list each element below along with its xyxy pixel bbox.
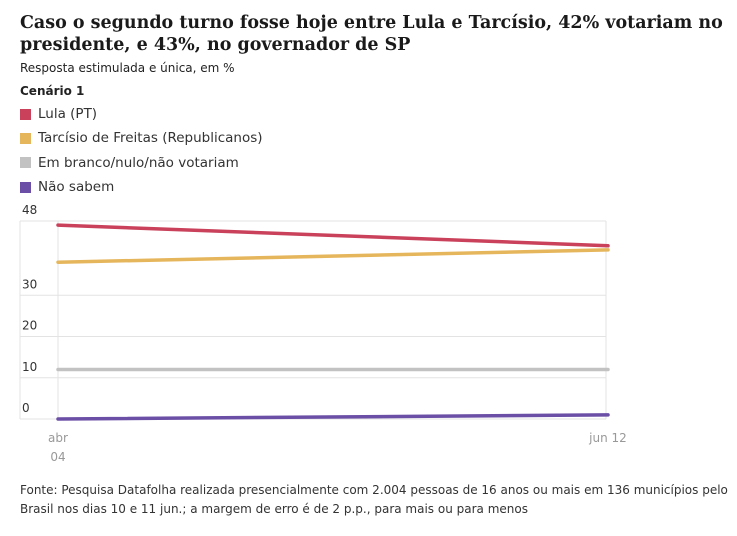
legend-item-branco-nulo: Em branco/nulo/não votariam: [20, 151, 263, 175]
legend-swatch-lula: [20, 108, 31, 120]
y-tick-label-10: 10: [22, 360, 37, 374]
legend: Lula (PT) Tarcísio de Freitas (Republica…: [20, 102, 263, 199]
y-tick-label-48: 48: [22, 203, 37, 217]
y-tick-label-0: 0: [22, 401, 30, 415]
line-chart: 0 10 20 30 48 abr 04 jun 12: [19, 203, 627, 464]
chart-subtitle: Resposta estimulada e única, em %: [20, 61, 235, 75]
legend-swatch-nao-sabem: [20, 181, 31, 193]
chart-title: Caso o segundo turno fosse hoje entre Lu…: [20, 13, 723, 55]
legend-item-lula: Lula (PT): [20, 102, 263, 126]
legend-item-nao-sabem: Não sabem: [20, 175, 263, 199]
legend-label-nao-sabem: Não sabem: [38, 179, 115, 196]
source-note: Fonte: Pesquisa Datafolha realizada pres…: [20, 483, 728, 516]
y-tick-label-30: 30: [22, 277, 37, 291]
legend-item-tarcisio: Tarcísio de Freitas (Republicanos): [20, 126, 263, 150]
legend-label-tarcisio: Tarcísio de Freitas (Republicanos): [38, 130, 263, 147]
series-line-nao-sabem: [56, 413, 610, 421]
legend-label-lula: Lula (PT): [38, 106, 98, 123]
x-tick-label-1-0: jun 12: [588, 431, 627, 445]
scenario-label: Cenário 1: [20, 84, 85, 98]
x-tick-label-0-0: abr: [48, 431, 68, 445]
x-tick-label-0-1: 04: [50, 450, 65, 464]
series-line-tarcisio-de-freitas-republicanos: [56, 248, 610, 264]
legend-swatch-branco-nulo: [20, 157, 31, 169]
legend-label-branco-nulo: Em branco/nulo/não votariam: [38, 154, 239, 171]
y-tick-label-20: 20: [22, 319, 37, 333]
series-line-lula-pt: [56, 223, 610, 248]
legend-swatch-tarcisio: [20, 132, 31, 144]
